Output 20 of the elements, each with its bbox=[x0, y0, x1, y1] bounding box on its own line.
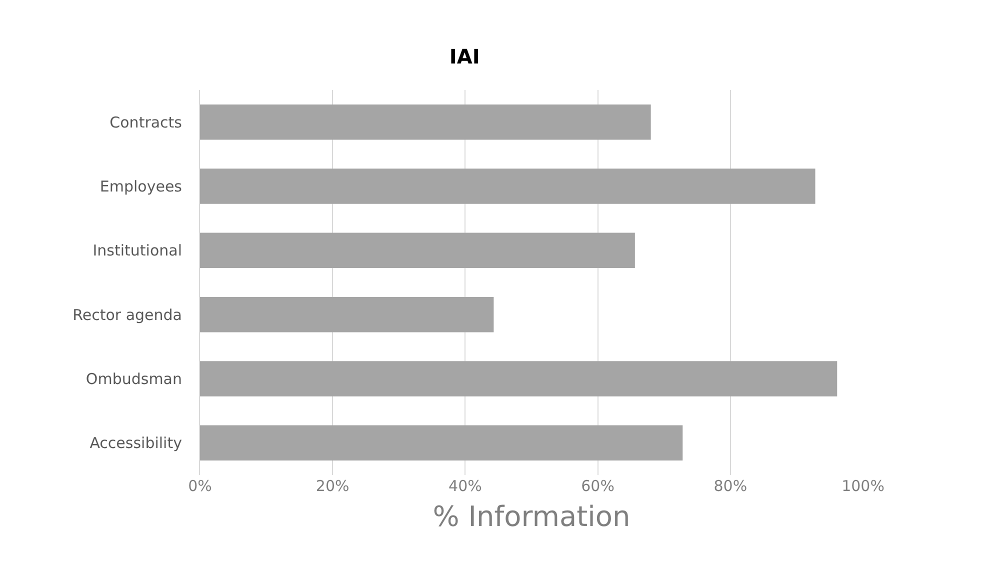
chart-title: IAI bbox=[449, 44, 480, 68]
y-tick-label: Contracts bbox=[110, 113, 182, 132]
bar bbox=[200, 361, 838, 396]
bar bbox=[200, 104, 651, 140]
x-tick-label: 60% bbox=[581, 477, 614, 495]
x-tick-label: 80% bbox=[714, 477, 748, 495]
y-tick-label: Employees bbox=[100, 178, 182, 196]
x-tick-label: 40% bbox=[448, 477, 482, 495]
bar bbox=[200, 168, 816, 204]
x-tick-label: 100% bbox=[842, 477, 884, 495]
x-axis-title: % Information bbox=[432, 500, 630, 534]
bar bbox=[200, 296, 494, 332]
bar bbox=[200, 232, 635, 268]
y-tick-label: Institutional bbox=[92, 242, 182, 260]
x-tick-label: 20% bbox=[316, 477, 350, 495]
bar bbox=[200, 425, 683, 461]
y-tick-label: Ombudsman bbox=[86, 370, 182, 388]
y-tick-label: Rector agenda bbox=[72, 306, 182, 324]
x-tick-label: 0% bbox=[188, 477, 212, 495]
y-tick-label: Accessibility bbox=[90, 434, 182, 452]
